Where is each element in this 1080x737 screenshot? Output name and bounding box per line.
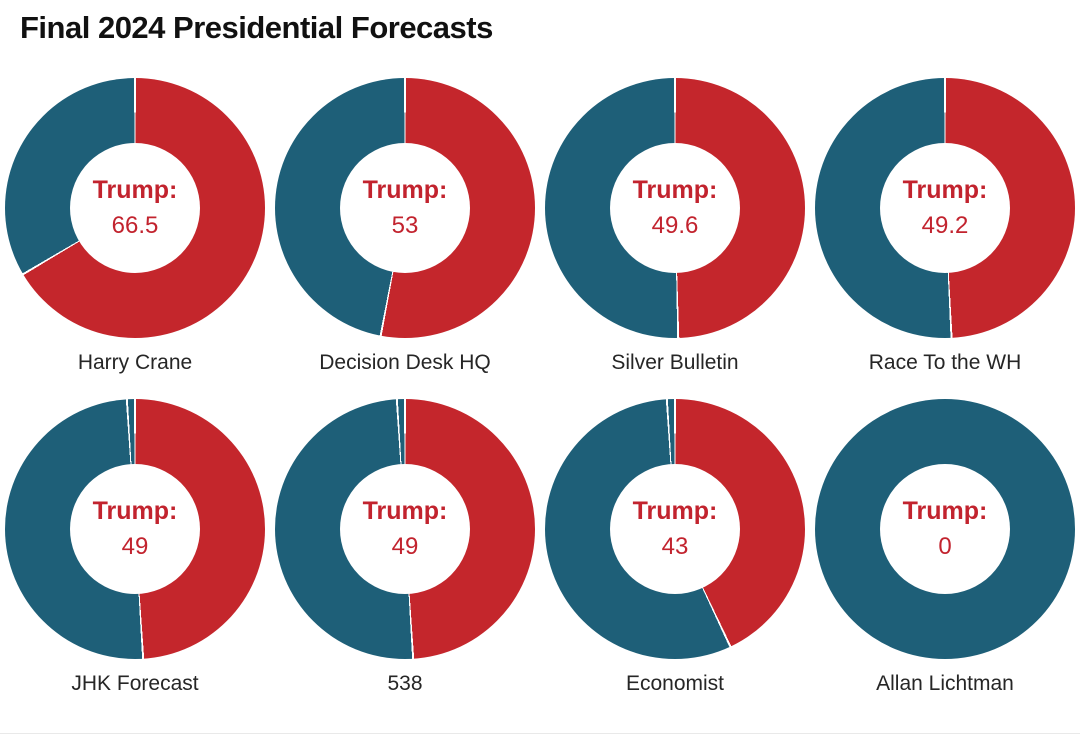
trump-label: Trump: (362, 497, 448, 526)
donut-center-text: Trump: 49.6 (633, 172, 718, 243)
forecaster-name: Harry Crane (77, 351, 193, 374)
forecaster-name: Allan Lichtman (876, 672, 1014, 695)
trump-value: 49.2 (921, 211, 969, 239)
forecaster-name: 538 (387, 672, 423, 695)
donut-hole: Trump: 0 (880, 464, 1010, 594)
trump-label: Trump: (92, 497, 178, 526)
trump-value: 43 (661, 532, 689, 560)
donut-hole: Trump: 53 (340, 143, 470, 273)
forecaster-name: Decision Desk HQ (319, 351, 491, 374)
donut-cell-decision-desk-hq: Trump: 53 Decision Desk HQ (270, 78, 540, 375)
donut-cell-jhk-forecast: Trump: 49 JHK Forecast (0, 399, 270, 696)
donut-cell-silver-bulletin: Trump: 49.6 Silver Bulletin (540, 78, 810, 375)
donut-hole: Trump: 49 (70, 464, 200, 594)
donut-hole: Trump: 49 (340, 464, 470, 594)
donut-center-text: Trump: 0 (903, 493, 988, 564)
trump-value: 49 (121, 532, 149, 560)
trump-value: 49 (391, 532, 419, 560)
donut-cell-538: Trump: 49 538 (270, 399, 540, 696)
donut-chart-decision-desk-hq: Trump: 53 (275, 78, 535, 338)
donut-center-text: Trump: 53 (363, 172, 448, 243)
trump-label: Trump: (902, 497, 988, 526)
donut-cell-harry-crane: Trump: 66.5 Harry Crane (0, 78, 270, 375)
donut-hole: Trump: 49.2 (880, 143, 1010, 273)
donut-cell-economist: Trump: 43 Economist (540, 399, 810, 696)
donut-center-text: Trump: 49 (93, 493, 178, 564)
forecaster-name: Race To the WH (868, 351, 1022, 374)
donut-center-text: Trump: 49.2 (903, 172, 988, 243)
donut-cell-race-to-the-wh: Trump: 49.2 Race To the WH (810, 78, 1080, 375)
donut-cell-allan-lichtman: Trump: 0 Allan Lichtman (810, 399, 1080, 696)
trump-value: 49.6 (651, 211, 699, 239)
trump-label: Trump: (92, 176, 178, 205)
trump-label: Trump: (902, 176, 988, 205)
forecaster-name: Silver Bulletin (611, 351, 739, 374)
bottom-divider (0, 733, 1080, 734)
donut-hole: Trump: 49.6 (610, 143, 740, 273)
trump-label: Trump: (632, 176, 718, 205)
donut-chart-538: Trump: 49 (275, 399, 535, 659)
trump-value: 53 (391, 211, 419, 239)
forecaster-name: Economist (625, 672, 725, 695)
donut-center-text: Trump: 66.5 (93, 172, 178, 243)
donut-hole: Trump: 66.5 (70, 143, 200, 273)
donut-chart-economist: Trump: 43 (545, 399, 805, 659)
trump-label: Trump: (362, 176, 448, 205)
donut-grid: Trump: 66.5 Harry Crane Trump: 53 Decisi… (0, 78, 1080, 696)
forecaster-name: JHK Forecast (71, 672, 199, 695)
page-title: Final 2024 Presidential Forecasts (20, 10, 493, 45)
donut-hole: Trump: 43 (610, 464, 740, 594)
trump-label: Trump: (632, 497, 718, 526)
donut-chart-allan-lichtman: Trump: 0 (815, 399, 1075, 659)
donut-chart-race-to-the-wh: Trump: 49.2 (815, 78, 1075, 338)
trump-value: 0 (938, 532, 952, 560)
trump-value: 66.5 (111, 211, 159, 239)
donut-chart-harry-crane: Trump: 66.5 (5, 78, 265, 338)
donut-chart-silver-bulletin: Trump: 49.6 (545, 78, 805, 338)
donut-center-text: Trump: 43 (633, 493, 718, 564)
donut-chart-jhk-forecast: Trump: 49 (5, 399, 265, 659)
donut-center-text: Trump: 49 (363, 493, 448, 564)
